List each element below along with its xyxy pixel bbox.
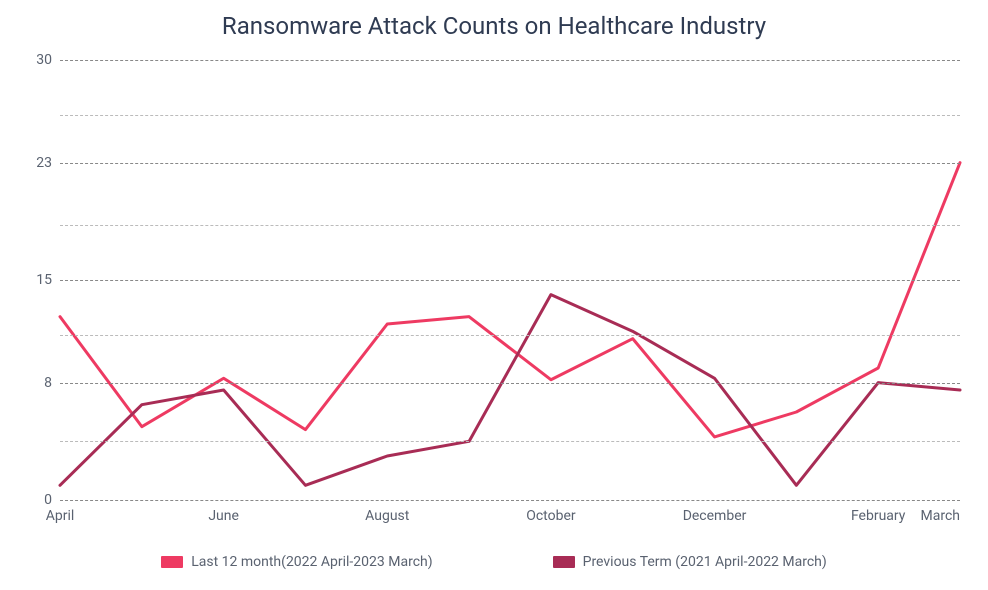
legend-item-last12: Last 12 month(2022 April-2023 March) bbox=[161, 554, 432, 570]
line-chart: Ransomware Attack Counts on Healthcare I… bbox=[0, 0, 988, 590]
gridline-major bbox=[60, 500, 960, 501]
y-tick-label: 8 bbox=[12, 375, 52, 391]
legend-label-previous: Previous Term (2021 April-2022 March) bbox=[583, 554, 827, 570]
legend-swatch-last12 bbox=[161, 556, 183, 568]
x-tick-label: June bbox=[208, 508, 239, 524]
legend-item-previous: Previous Term (2021 April-2022 March) bbox=[553, 554, 827, 570]
gridline-major bbox=[60, 383, 960, 384]
legend-swatch-previous bbox=[553, 556, 575, 568]
legend: Last 12 month(2022 April-2023 March) Pre… bbox=[0, 554, 988, 570]
x-tick-label: August bbox=[365, 508, 409, 524]
gridline-minor bbox=[60, 441, 960, 442]
x-tick-label: December bbox=[683, 508, 747, 524]
y-tick-label: 30 bbox=[12, 52, 52, 68]
gridline-major bbox=[60, 60, 960, 61]
gridline-minor bbox=[60, 115, 960, 116]
series-line-previous bbox=[60, 295, 960, 486]
y-tick-label: 15 bbox=[12, 272, 52, 288]
plot-area: 08152330AprilJuneAugustOctoberDecemberFe… bbox=[60, 60, 960, 500]
x-tick-label: March bbox=[921, 508, 961, 524]
legend-label-last12: Last 12 month(2022 April-2023 March) bbox=[191, 554, 432, 570]
chart-title: Ransomware Attack Counts on Healthcare I… bbox=[0, 12, 988, 40]
gridline-minor bbox=[60, 335, 960, 336]
gridline-major bbox=[60, 163, 960, 164]
gridline-major bbox=[60, 280, 960, 281]
x-tick-label: February bbox=[851, 508, 905, 524]
x-tick-label: October bbox=[526, 508, 575, 524]
gridline-minor bbox=[60, 225, 960, 226]
x-tick-label: April bbox=[46, 508, 75, 524]
y-tick-label: 0 bbox=[12, 492, 52, 508]
y-tick-label: 23 bbox=[12, 155, 52, 171]
